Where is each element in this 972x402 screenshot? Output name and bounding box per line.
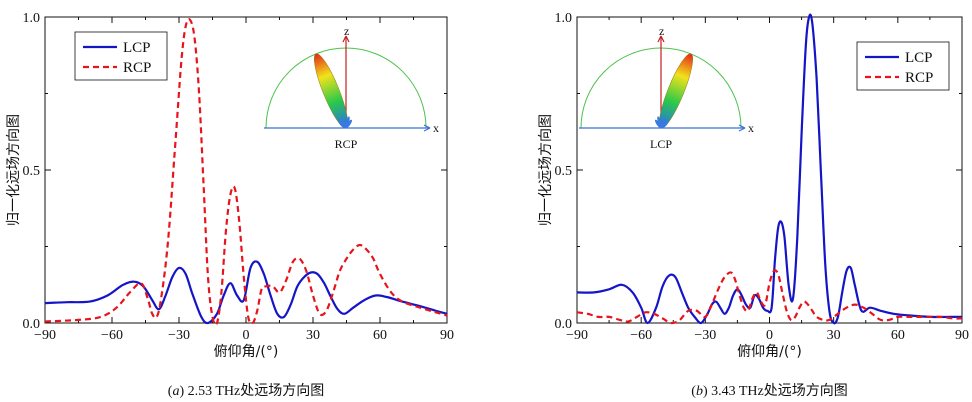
- inset-radiation-pattern: z x LCP: [579, 24, 754, 151]
- caption-text: ) 2.53 THz处远场方向图: [179, 383, 324, 399]
- x-axis-label: 俯仰角/(°): [214, 344, 279, 360]
- y-tick-label: 1.0: [23, 11, 41, 26]
- legend-label: LCP: [123, 40, 151, 56]
- inset-main-lobe: [659, 53, 693, 129]
- x-tick-label: 90: [955, 328, 969, 343]
- legend: LCP RCP: [74, 31, 168, 81]
- x-tick-label: 60: [373, 328, 387, 343]
- legend-label: RCP: [123, 60, 151, 76]
- x-tick-label: −30: [168, 328, 190, 343]
- inset-z-arrow-icon: [342, 35, 350, 43]
- caption-open-paren: (: [691, 384, 696, 399]
- x-tick-label: 90: [440, 328, 454, 343]
- legend: LCP RCP: [856, 41, 950, 91]
- y-axis-label: 归一化远场方向图: [5, 114, 22, 226]
- caption-open-paren: (: [168, 384, 173, 399]
- series-line-lcp: [44, 260, 448, 325]
- chart-panel-a: z x RCP −90 −60 −30 0 30 60 90 0.0 0.5 1.0 俯仰角/(°) 归一化…: [5, 11, 454, 399]
- inset-z-label: z: [344, 24, 349, 38]
- y-tick-label: 0.5: [23, 164, 41, 179]
- y-tick-label: 1.0: [555, 11, 573, 26]
- inset-radiation-pattern: z x RCP: [264, 24, 439, 151]
- inset-x-arrow-icon: [423, 124, 431, 132]
- y-tick-label: 0.5: [555, 164, 573, 179]
- caption-letter: b: [696, 384, 703, 399]
- inset-side-lobe: [338, 121, 347, 129]
- series-line-rcp: [576, 269, 963, 325]
- x-tick-label: 30: [827, 328, 841, 343]
- inset-side-lobe: [345, 116, 350, 129]
- legend-label: RCP: [905, 70, 933, 86]
- inset-z-arrow-icon: [657, 35, 665, 43]
- x-tick-label: −60: [101, 328, 123, 343]
- inset-side-lobe: [657, 116, 662, 129]
- inset-z-label: z: [659, 24, 664, 38]
- x-tick-label: −90: [566, 328, 588, 343]
- inset-x-label: x: [433, 121, 439, 135]
- inset-polarization-label: RCP: [335, 137, 358, 151]
- x-tick-label: −90: [34, 328, 56, 343]
- y-tick-label: 0.0: [555, 317, 573, 332]
- series-line-lcp: [576, 13, 962, 325]
- x-tick-label: −60: [630, 328, 652, 343]
- inset-x-label: x: [748, 121, 754, 135]
- x-tick-label: 0: [243, 328, 250, 343]
- x-tick-label: 30: [306, 328, 320, 343]
- x-tick-label: 60: [891, 328, 905, 343]
- figure-caption: (a) 2.53 THz处远场方向图: [168, 383, 324, 399]
- x-tick-label: 0: [766, 328, 773, 343]
- inset-polarization-label: LCP: [650, 137, 672, 151]
- chart-panel-b: z x LCP −90 −60 −30 0 30 60 90 0.0 0.5 1.0 俯仰角/(°) 归一化…: [537, 11, 969, 399]
- inset-main-lobe: [314, 53, 348, 129]
- inset-x-arrow-icon: [738, 124, 746, 132]
- legend-box: [856, 41, 950, 91]
- inset-side-lobe: [660, 121, 669, 129]
- y-axis-label: 归一化远场方向图: [537, 114, 554, 226]
- caption-text: ) 3.43 THz处远场方向图: [703, 383, 848, 399]
- x-tick-label: −30: [694, 328, 716, 343]
- legend-box: [74, 31, 168, 81]
- y-tick-label: 0.0: [23, 317, 41, 332]
- series-line-rcp: [44, 18, 448, 326]
- x-axis-label: 俯仰角/(°): [737, 344, 802, 360]
- caption-letter: a: [172, 384, 179, 399]
- figure-caption: (b) 3.43 THz处远场方向图: [691, 383, 847, 399]
- legend-label: LCP: [905, 50, 933, 66]
